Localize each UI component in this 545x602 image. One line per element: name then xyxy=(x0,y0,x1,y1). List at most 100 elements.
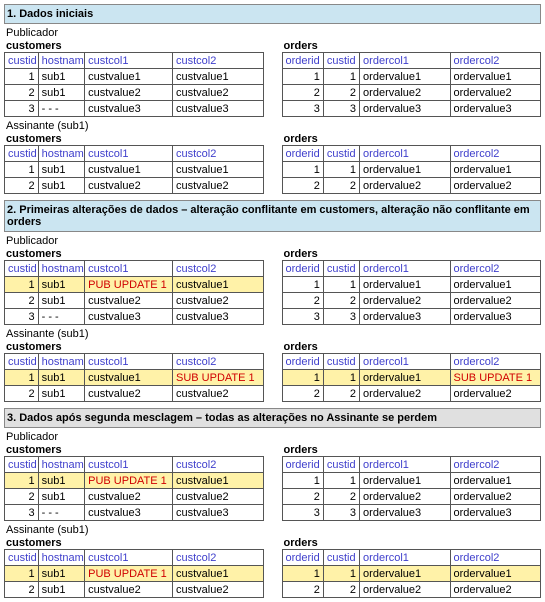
cell: 2 xyxy=(5,293,39,309)
orders-table: orderidcustidordercol1ordercol211orderva… xyxy=(282,353,542,402)
source-label: Publicador xyxy=(6,431,541,443)
cell: ordervalue1 xyxy=(360,566,450,582)
col-header: custcol1 xyxy=(85,550,173,566)
cell: custvalue1 xyxy=(173,566,264,582)
cell: 3 xyxy=(282,505,323,521)
cell: sub1 xyxy=(38,370,85,386)
table-title-customers: customers xyxy=(6,341,264,353)
cell: 2 xyxy=(5,582,39,598)
table-title-customers: customers xyxy=(6,248,264,260)
orders-table: orderidcustidordercol1ordercol211orderva… xyxy=(282,145,542,194)
cell: sub1 xyxy=(38,293,85,309)
cell: 3 xyxy=(5,101,39,117)
customers-table: custidhostnamecustcol1custcol21sub1PUB U… xyxy=(4,549,264,598)
table-row: 1sub1PUB UPDATE 1custvalue1 xyxy=(5,473,264,489)
col-header: custid xyxy=(323,53,359,69)
table-row: 3- - -custvalue3custvalue3 xyxy=(5,101,264,117)
table-row: 2sub1custvalue2custvalue2 xyxy=(5,178,264,194)
table-pair: customerscustidhostnamecustcol1custcol21… xyxy=(4,247,541,325)
table-row: 1sub1custvalue1custvalue1 xyxy=(5,162,264,178)
col-header: hostname xyxy=(38,550,85,566)
col-header: orderid xyxy=(282,354,323,370)
table-row: 22ordervalue2ordervalue2 xyxy=(282,582,541,598)
customers-table: custidhostnamecustcol1custcol21sub1PUB U… xyxy=(4,456,264,521)
table-row: 11ordervalue1ordervalue1 xyxy=(282,69,541,85)
cell: 1 xyxy=(282,566,323,582)
col-header: custid xyxy=(5,146,39,162)
table-title-customers: customers xyxy=(6,133,264,145)
col-header: orderid xyxy=(282,457,323,473)
col-header: custid xyxy=(5,354,39,370)
cell: SUB UPDATE 1 xyxy=(173,370,264,386)
table-row: 2sub1custvalue2custvalue2 xyxy=(5,386,264,402)
cell: custvalue1 xyxy=(85,69,173,85)
table-row: 33ordervalue3ordervalue3 xyxy=(282,101,541,117)
cell: sub1 xyxy=(38,178,85,194)
col-header: custcol1 xyxy=(85,457,173,473)
cell: custvalue2 xyxy=(85,293,173,309)
cell: custvalue2 xyxy=(85,85,173,101)
col-header: custid xyxy=(323,146,359,162)
col-header: custcol2 xyxy=(173,354,264,370)
cell: 2 xyxy=(282,85,323,101)
section-bar: 1. Dados iniciais xyxy=(4,4,541,24)
table-row: 1sub1custvalue1custvalue1 xyxy=(5,69,264,85)
table-row: 1sub1PUB UPDATE 1custvalue1 xyxy=(5,566,264,582)
cell: - - - xyxy=(38,505,85,521)
cell: sub1 xyxy=(38,85,85,101)
cell: 1 xyxy=(323,162,359,178)
cell: custvalue1 xyxy=(85,370,173,386)
cell: 1 xyxy=(5,277,39,293)
cell: ordervalue1 xyxy=(360,162,450,178)
cell: ordervalue2 xyxy=(360,582,450,598)
table-row: 33ordervalue3ordervalue3 xyxy=(282,505,541,521)
cell: - - - xyxy=(38,309,85,325)
cell: 2 xyxy=(282,582,323,598)
diagram-root: 1. Dados iniciaisPublicadorcustomerscust… xyxy=(4,4,541,598)
orders-table: orderidcustidordercol1ordercol211orderva… xyxy=(282,456,542,521)
table-row: 1sub1PUB UPDATE 1custvalue1 xyxy=(5,277,264,293)
cell: 1 xyxy=(323,69,359,85)
cell: custvalue2 xyxy=(85,386,173,402)
table-row: 1sub1custvalue1SUB UPDATE 1 xyxy=(5,370,264,386)
cell: 2 xyxy=(5,386,39,402)
table-row: 2sub1custvalue2custvalue2 xyxy=(5,85,264,101)
cell: 2 xyxy=(5,85,39,101)
table-title-orders: orders xyxy=(284,40,542,52)
table-row: 2sub1custvalue2custvalue2 xyxy=(5,489,264,505)
table-row: 22ordervalue2ordervalue2 xyxy=(282,85,541,101)
cell: 2 xyxy=(323,293,359,309)
table-title-orders: orders xyxy=(284,341,542,353)
source-label: Assinante (sub1) xyxy=(6,328,541,340)
cell: custvalue2 xyxy=(85,489,173,505)
cell: 1 xyxy=(5,69,39,85)
cell: 3 xyxy=(323,309,359,325)
table-title-orders: orders xyxy=(284,248,542,260)
cell: ordervalue2 xyxy=(450,582,540,598)
cell: sub1 xyxy=(38,386,85,402)
table-row: 22ordervalue2ordervalue2 xyxy=(282,386,541,402)
source-label: Assinante (sub1) xyxy=(6,524,541,536)
orders-table: orderidcustidordercol1ordercol211orderva… xyxy=(282,260,542,325)
col-header: custcol1 xyxy=(85,354,173,370)
cell: ordervalue2 xyxy=(450,489,540,505)
cell: 1 xyxy=(5,370,39,386)
col-header: hostname xyxy=(38,457,85,473)
cell: ordervalue2 xyxy=(450,178,540,194)
table-pair: customerscustidhostnamecustcol1custcol21… xyxy=(4,536,541,598)
cell: ordervalue1 xyxy=(450,162,540,178)
cell: custvalue2 xyxy=(173,489,264,505)
col-header: custcol1 xyxy=(85,53,173,69)
section-bar: 3. Dados após segunda mesclagem – todas … xyxy=(4,408,541,428)
cell: 2 xyxy=(282,293,323,309)
cell: ordervalue1 xyxy=(360,69,450,85)
cell: 3 xyxy=(282,101,323,117)
col-header: ordercol1 xyxy=(360,457,450,473)
table-row: 2sub1custvalue2custvalue2 xyxy=(5,293,264,309)
cell: custvalue3 xyxy=(173,101,264,117)
cell: ordervalue3 xyxy=(360,101,450,117)
col-header: ordercol1 xyxy=(360,146,450,162)
cell: ordervalue1 xyxy=(450,69,540,85)
table-title-orders: orders xyxy=(284,133,542,145)
cell: PUB UPDATE 1 xyxy=(85,277,173,293)
